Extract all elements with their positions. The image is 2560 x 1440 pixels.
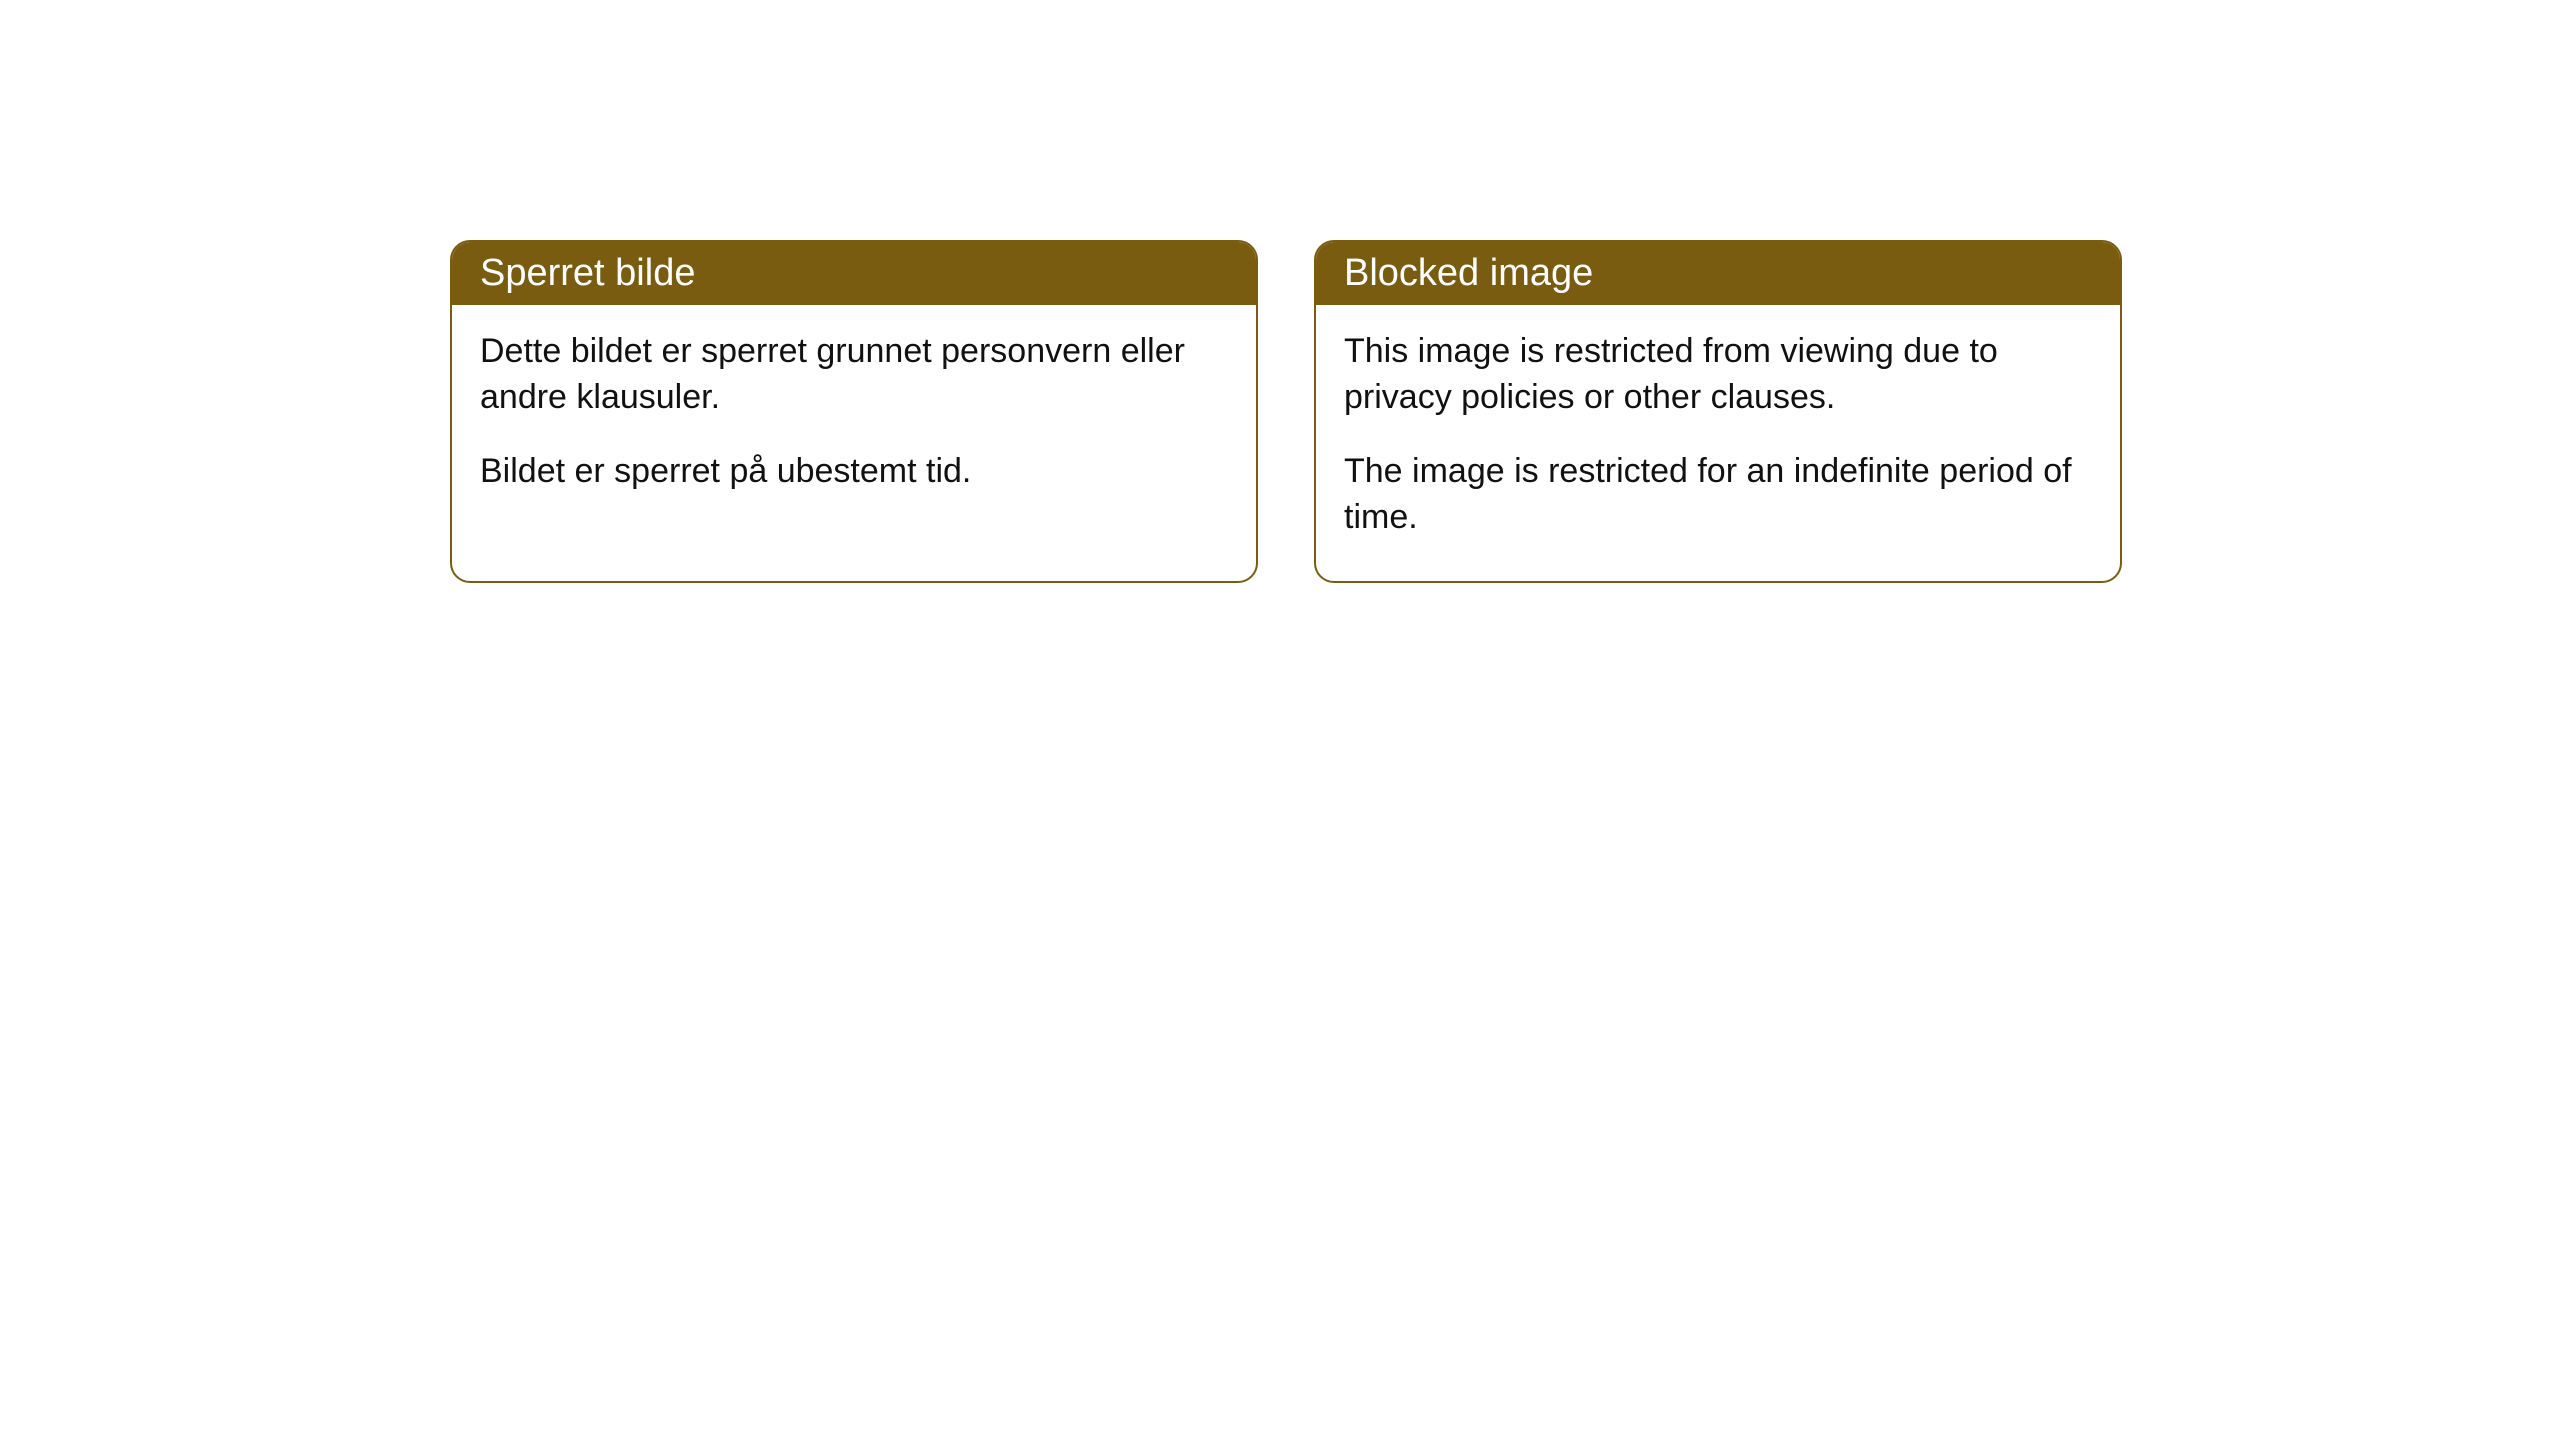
notice-card-english: Blocked image This image is restricted f…	[1314, 240, 2122, 583]
notice-card-norwegian: Sperret bilde Dette bildet er sperret gr…	[450, 240, 1258, 583]
card-paragraph-2: The image is restricted for an indefinit…	[1344, 449, 2092, 541]
notice-cards-container: Sperret bilde Dette bildet er sperret gr…	[450, 240, 2560, 583]
card-paragraph-1: This image is restricted from viewing du…	[1344, 329, 2092, 421]
card-title: Blocked image	[1344, 252, 1593, 294]
card-paragraph-2: Bildet er sperret på ubestemt tid.	[480, 449, 1228, 495]
card-header: Blocked image	[1316, 242, 2120, 305]
card-header: Sperret bilde	[452, 242, 1256, 305]
card-body: Dette bildet er sperret grunnet personve…	[452, 305, 1256, 535]
card-title: Sperret bilde	[480, 252, 695, 294]
card-paragraph-1: Dette bildet er sperret grunnet personve…	[480, 329, 1228, 421]
card-body: This image is restricted from viewing du…	[1316, 305, 2120, 581]
